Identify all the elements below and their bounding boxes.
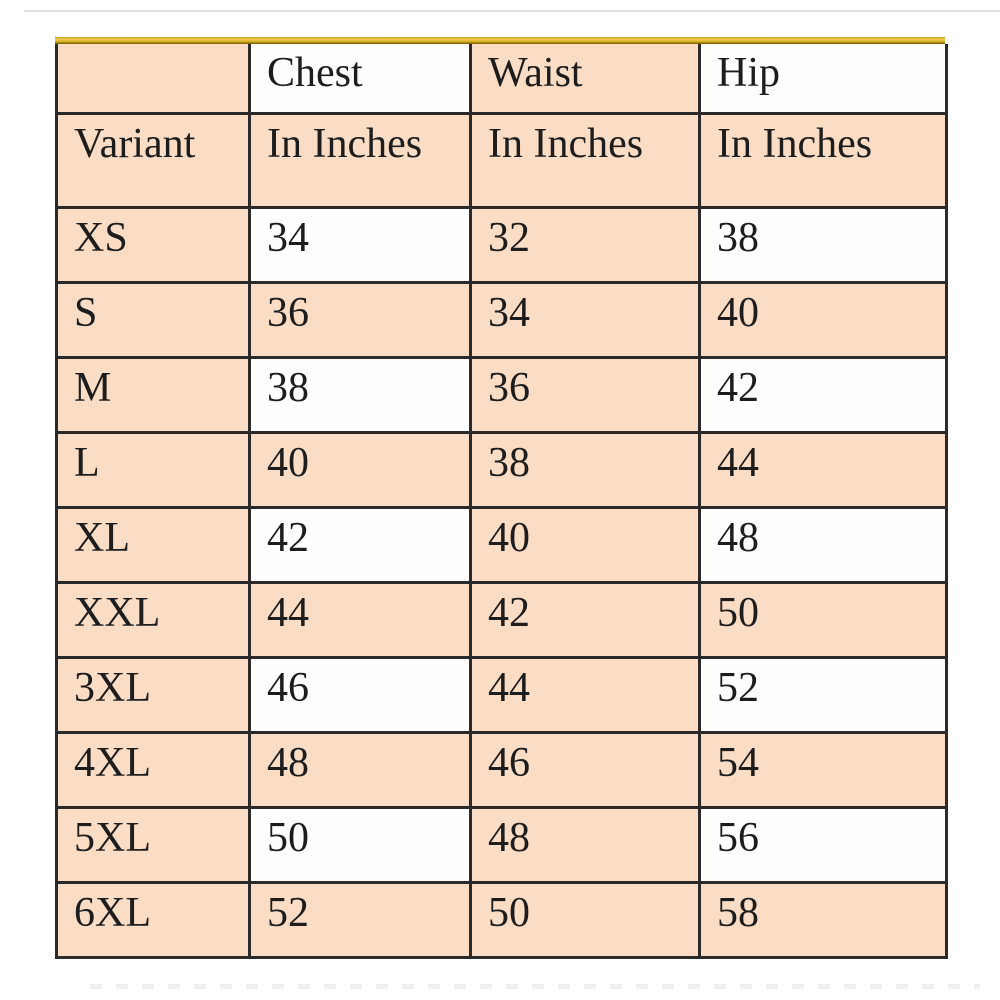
waist-value: 46 bbox=[469, 730, 701, 809]
hip-value: 52 bbox=[698, 655, 948, 734]
hip-value: 56 bbox=[698, 805, 948, 884]
gold-top-border bbox=[55, 37, 945, 44]
chest-value: 36 bbox=[248, 280, 472, 359]
chest-value: 34 bbox=[248, 205, 472, 284]
chest-value: 52 bbox=[248, 880, 472, 959]
waist-value: 38 bbox=[469, 430, 701, 509]
variant-cell: XS bbox=[55, 205, 251, 284]
hip-value: 40 bbox=[698, 280, 948, 359]
size-chart-table: Chest Waist Hip Variant In Inches In Inc… bbox=[55, 44, 948, 959]
hip-value: 54 bbox=[698, 730, 948, 809]
size-chart: Chest Waist Hip Variant In Inches In Inc… bbox=[55, 37, 948, 959]
waist-value: 42 bbox=[469, 580, 701, 659]
corner-cell bbox=[55, 44, 251, 115]
hip-value: 50 bbox=[698, 580, 948, 659]
variant-cell: 5XL bbox=[55, 805, 251, 884]
waist-value: 40 bbox=[469, 505, 701, 584]
table-row-l: L 40 38 44 bbox=[55, 430, 948, 509]
variant-cell: 6XL bbox=[55, 880, 251, 959]
table-row-s: S 36 34 40 bbox=[55, 280, 948, 359]
hip-value: 58 bbox=[698, 880, 948, 959]
chest-value: 50 bbox=[248, 805, 472, 884]
table-row-xs: XS 34 32 38 bbox=[55, 205, 948, 284]
chest-value: 40 bbox=[248, 430, 472, 509]
variant-cell: M bbox=[55, 355, 251, 434]
chest-value: 46 bbox=[248, 655, 472, 734]
header-waist: Waist bbox=[469, 44, 701, 115]
waist-value: 32 bbox=[469, 205, 701, 284]
table-row-6xl: 6XL 52 50 58 bbox=[55, 880, 948, 959]
chest-value: 48 bbox=[248, 730, 472, 809]
top-artifact-line bbox=[24, 10, 1000, 12]
chest-value: 44 bbox=[248, 580, 472, 659]
waist-value: 44 bbox=[469, 655, 701, 734]
header-row-units: Variant In Inches In Inches In Inches bbox=[55, 111, 948, 209]
table-row-5xl: 5XL 50 48 56 bbox=[55, 805, 948, 884]
header-chest-unit: In Inches bbox=[248, 111, 472, 209]
header-variant: Variant bbox=[55, 111, 251, 209]
table-row-xl: XL 42 40 48 bbox=[55, 505, 948, 584]
header-waist-unit: In Inches bbox=[469, 111, 701, 209]
variant-cell: S bbox=[55, 280, 251, 359]
header-row-measures: Chest Waist Hip bbox=[55, 44, 948, 115]
table-row-3xl: 3XL 46 44 52 bbox=[55, 655, 948, 734]
table-row-xxl: XXL 44 42 50 bbox=[55, 580, 948, 659]
chest-value: 38 bbox=[248, 355, 472, 434]
variant-cell: L bbox=[55, 430, 251, 509]
hip-value: 38 bbox=[698, 205, 948, 284]
hip-value: 44 bbox=[698, 430, 948, 509]
waist-value: 48 bbox=[469, 805, 701, 884]
header-hip: Hip bbox=[698, 44, 948, 115]
chest-value: 42 bbox=[248, 505, 472, 584]
waist-value: 36 bbox=[469, 355, 701, 434]
variant-cell: 3XL bbox=[55, 655, 251, 734]
header-chest: Chest bbox=[248, 44, 472, 115]
header-hip-unit: In Inches bbox=[698, 111, 948, 209]
variant-cell: XXL bbox=[55, 580, 251, 659]
table-row-4xl: 4XL 48 46 54 bbox=[55, 730, 948, 809]
waist-value: 50 bbox=[469, 880, 701, 959]
variant-cell: 4XL bbox=[55, 730, 251, 809]
hip-value: 42 bbox=[698, 355, 948, 434]
waist-value: 34 bbox=[469, 280, 701, 359]
table-row-m: M 38 36 42 bbox=[55, 355, 948, 434]
variant-cell: XL bbox=[55, 505, 251, 584]
hip-value: 48 bbox=[698, 505, 948, 584]
bottom-artifact-line bbox=[90, 984, 980, 989]
